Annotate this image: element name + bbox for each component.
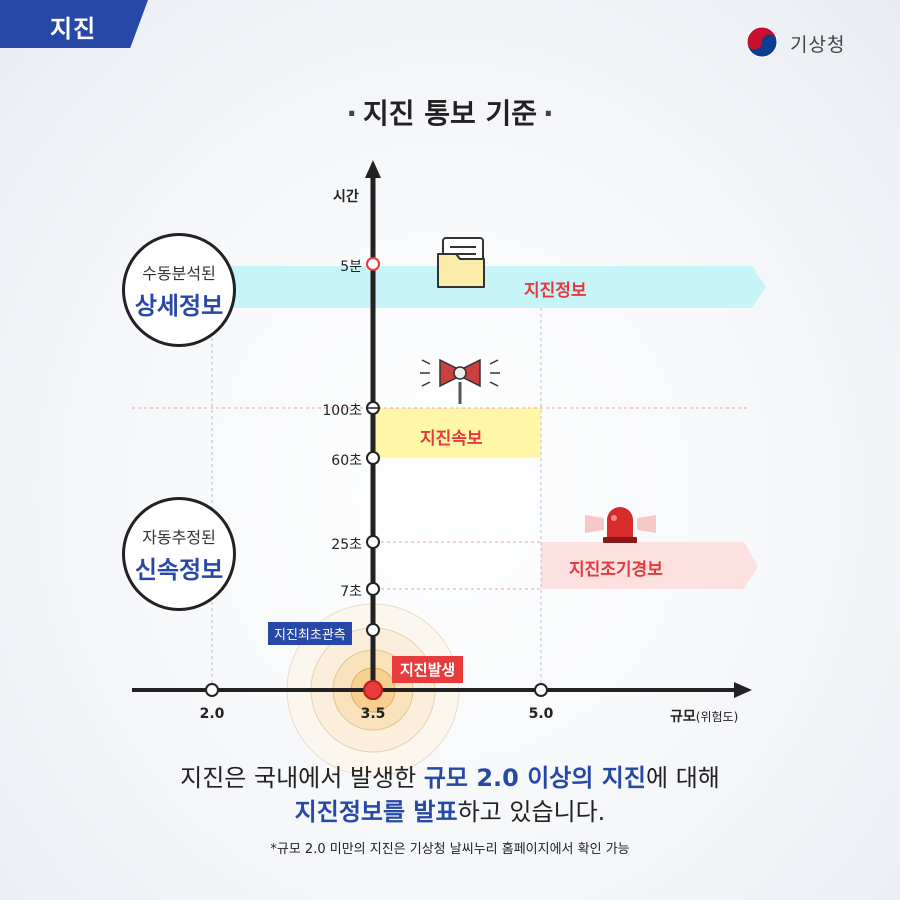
desc-line1-bold: 규모 2.0 이상의 지진: [423, 764, 646, 792]
desc-line2-bold: 지진정보를 발표: [294, 798, 458, 826]
y-tick-label: 60초: [331, 453, 362, 469]
category-tag: 지진: [0, 0, 148, 48]
tick-mag-5: [534, 683, 548, 697]
y-tick-label: 7초: [340, 584, 362, 600]
tick-mag-2: [205, 683, 219, 697]
guide-lines: [132, 266, 750, 690]
manual-detail-group: 수동분석된 상세정보: [122, 233, 236, 347]
quick-band: [375, 408, 541, 458]
desc-line2-post: 하고 있습니다.: [457, 798, 606, 826]
page-title: · 지진 통보 기준 ·: [0, 92, 900, 132]
title-dot-right: ·: [543, 97, 554, 130]
description-line1: 지진은 국내에서 발생한 규모 2.0 이상의 지진에 대해: [0, 758, 900, 793]
title-dot-left: ·: [346, 97, 357, 130]
x-axis-label: 규모(위험도): [670, 706, 738, 726]
tick-60s: [366, 451, 380, 465]
tick-5min: [366, 257, 380, 271]
first-detection-badge: 지진최초관측: [268, 622, 352, 645]
description-line2: 지진정보를 발표하고 있습니다.: [0, 792, 900, 827]
group-line2: 신속정보: [134, 555, 224, 584]
group-line1: 자동추정된: [142, 527, 216, 547]
x-tick-label: 5.0: [528, 706, 554, 722]
early-band-label: 지진조기경보: [569, 560, 663, 580]
category-label: 지진: [50, 15, 97, 43]
desc-line1-post: 에 대해: [645, 764, 720, 792]
x-axis-unit: (위험도): [695, 710, 739, 724]
x-axis-label-main: 규모: [670, 709, 696, 725]
early-band: [541, 542, 758, 589]
quick-band-label: 지진속보: [420, 429, 483, 449]
y-axis-arrow: [365, 160, 381, 178]
y-axis-label: 시간: [333, 189, 359, 205]
tick-7s: [366, 582, 380, 596]
epicenter-point: [363, 680, 383, 700]
agency-logo: 기상청: [744, 24, 874, 58]
title-text: 지진 통보 기준: [362, 97, 538, 130]
agency-name: 기상청: [790, 34, 846, 56]
occurrence-badge: 지진발생: [392, 656, 464, 683]
info-band: [220, 266, 766, 308]
siren-icon: [585, 507, 656, 543]
group-line1: 수동분석된: [142, 263, 216, 283]
info-band-label: 지진정보: [524, 281, 587, 301]
tick-first-detection: [366, 623, 380, 637]
group-line2: 상세정보: [134, 291, 224, 320]
taegeuk-icon: [746, 26, 778, 58]
y-tick-label: 5분: [340, 259, 362, 275]
desc-line1-pre: 지진은 국내에서 발생한: [180, 764, 424, 792]
megaphone-icon: [420, 358, 500, 404]
y-tick-label: 100초: [322, 403, 362, 419]
folder-icon: [437, 237, 485, 288]
x-tick-label: 3.5: [360, 706, 386, 722]
auto-quick-group: 자동추정된 신속정보: [122, 497, 236, 611]
tick-25s: [366, 535, 380, 549]
x-tick-label: 2.0: [199, 706, 225, 722]
y-tick-label: 25초: [331, 537, 362, 553]
x-axis-arrow: [734, 682, 752, 698]
footnote: *규모 2.0 미만의 지진은 기상청 날씨누리 홈페이지에서 확인 가능: [270, 842, 630, 857]
